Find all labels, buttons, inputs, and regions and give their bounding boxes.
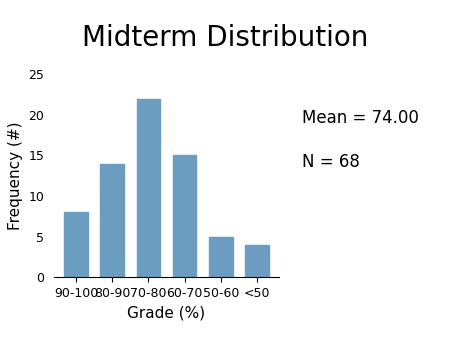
- Text: Midterm Distribution: Midterm Distribution: [82, 24, 368, 52]
- Bar: [245, 245, 269, 277]
- Bar: [100, 164, 124, 277]
- Bar: [173, 155, 196, 277]
- Bar: [209, 237, 233, 277]
- X-axis label: Grade (%): Grade (%): [127, 306, 206, 320]
- Y-axis label: Frequency (#): Frequency (#): [8, 121, 23, 230]
- Bar: [64, 212, 88, 277]
- Text: Mean = 74.00: Mean = 74.00: [302, 109, 418, 127]
- Bar: [137, 99, 160, 277]
- Text: N = 68: N = 68: [302, 153, 360, 171]
